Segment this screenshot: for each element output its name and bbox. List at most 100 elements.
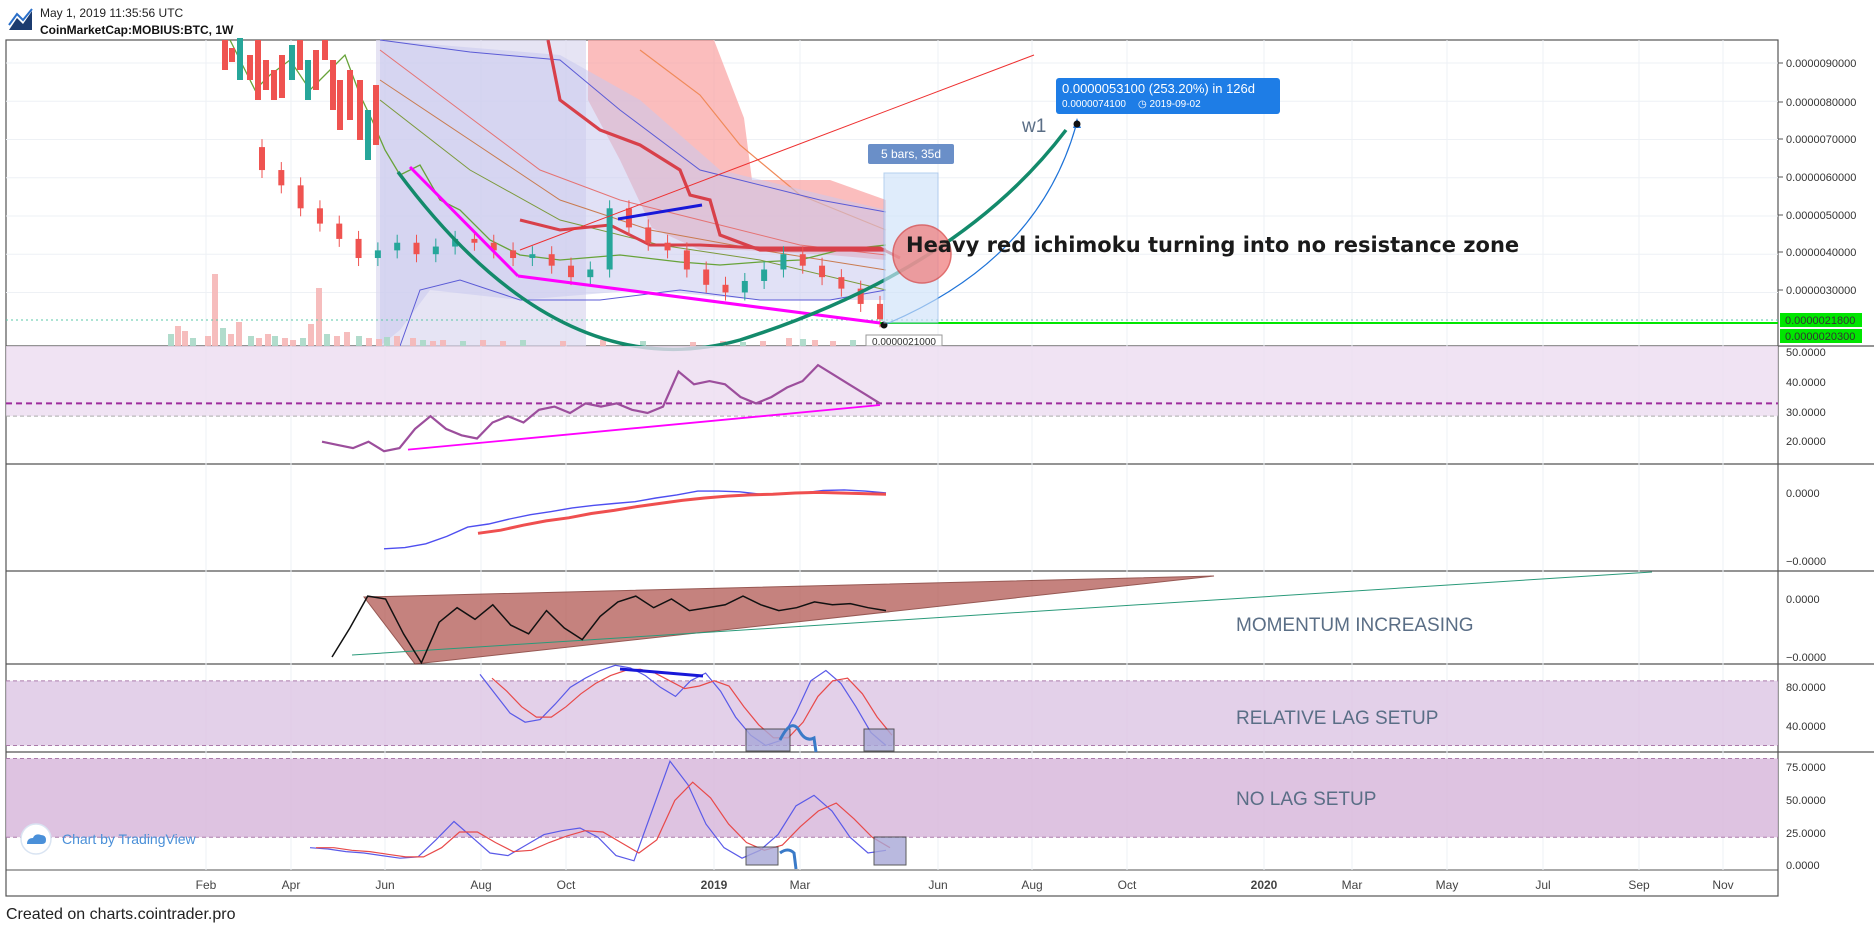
candle-body [819, 265, 826, 278]
relative-lag-panel[interactable]: RELATIVE LAG SETUP [6, 664, 1778, 753]
tradingview-watermark[interactable]: Chart by TradingView [20, 823, 196, 855]
time-tick-label: 2019 [701, 878, 728, 892]
candle-body [838, 277, 845, 289]
pink-trendline-upper [408, 165, 520, 278]
price-label-bg [1780, 313, 1862, 327]
price-tick-label: 0.0000090000 [1786, 58, 1856, 70]
candle-body [722, 284, 729, 293]
candle-body [355, 238, 362, 259]
rsi-band [6, 346, 1778, 417]
candle-body [289, 45, 295, 80]
no-lag-tick-label: 75.0000 [1786, 762, 1826, 774]
low-label: 0.0000021000 [872, 337, 936, 348]
volume-bar [384, 337, 390, 346]
candle-body [877, 303, 883, 320]
stoch-cross-box [863, 728, 895, 752]
candle-body [365, 110, 371, 160]
candle-body [645, 227, 652, 243]
time-tick-label: Feb [196, 878, 217, 892]
volume-bar [316, 288, 322, 346]
no-lag-tick-label: 25.0000 [1786, 828, 1826, 840]
rsi-line [321, 363, 881, 453]
osc-tick-label: −0.0000 [1786, 556, 1826, 568]
oscillator-panel[interactable] [383, 489, 887, 550]
date-range-label-bg [868, 144, 954, 164]
volume-bar [812, 340, 818, 346]
red-diagonal-line [519, 54, 1035, 251]
candle-body [394, 242, 401, 251]
candle-body [664, 242, 671, 251]
candle-body [347, 70, 353, 120]
price-scale[interactable]: 0.0000090000 0.0000080000 0.0000070000 0.00… [1778, 58, 1862, 872]
volume-bar [175, 326, 181, 346]
stoch2-cross-box [873, 836, 907, 866]
volume-bar [356, 336, 362, 346]
blue-divergence-line [617, 203, 703, 221]
volume-bar [182, 331, 188, 346]
no-lag-tick-label: 50.0000 [1786, 795, 1826, 807]
cointrader-logo-icon [8, 8, 34, 32]
volume-bar [282, 338, 288, 346]
momentum-tick-label: 0.0000 [1786, 594, 1820, 606]
candle-body [529, 254, 536, 259]
rsi-tick-label: 40.0000 [1786, 377, 1826, 389]
stoch2-band [6, 758, 1778, 838]
momentum-triangle [363, 575, 1215, 665]
candle-body [263, 60, 269, 90]
candle-body [510, 250, 517, 259]
volume-bar [272, 336, 278, 346]
green-arc [396, 128, 1068, 352]
volume-bar [690, 342, 696, 346]
volume-bar [168, 334, 174, 346]
candle-body [297, 185, 304, 209]
stoch-cross-box [745, 728, 791, 752]
candle-body [741, 280, 748, 293]
volume-bar [344, 332, 350, 346]
ichimoku-annotation: Heavy red ichimoku turning into no resis… [906, 233, 1519, 257]
projection-line1: 0.0000053100 (253.20%) in 126d [1062, 81, 1255, 96]
relative-lag-tick-label: 80.0000 [1786, 682, 1826, 694]
volume-bar [220, 328, 226, 346]
price-panel[interactable]: 5 bars, 35d 0.0000021000 Heavy red ichimok… [6, 38, 1778, 352]
rsi-panel[interactable] [6, 346, 1778, 453]
volume-bar [265, 334, 271, 346]
rsi-tick-label: 30.0000 [1786, 407, 1826, 419]
watermark-text: Chart by TradingView [62, 831, 196, 847]
volume-bar [440, 340, 446, 346]
time-tick-label: May [1436, 878, 1459, 892]
time-tick-label: Apr [282, 878, 301, 892]
projection-callout-bg [1056, 78, 1280, 114]
candle-body [313, 50, 319, 90]
footer-credit: Created on charts.cointrader.pro [6, 906, 236, 923]
ichimoku-base-line [546, 39, 886, 252]
volume-bar [740, 342, 746, 346]
candle-body [413, 242, 420, 255]
time-scale[interactable]: Feb Apr Jun Aug Oct 2019 Mar Jun Aug Oct 2020 Mar Ma… [196, 878, 1734, 892]
no-lag-panel[interactable]: NO LAG SETUP [6, 758, 1778, 870]
volume-bar [394, 336, 400, 346]
candle-body [357, 80, 363, 140]
candle-body [337, 80, 343, 130]
volume-bar [334, 336, 340, 346]
candle-body [373, 85, 379, 145]
candle-body [279, 55, 285, 98]
volume-bar [410, 338, 416, 346]
oscillator-slow-line [477, 490, 887, 535]
candle-body [229, 48, 235, 62]
momentum-panel[interactable]: MOMENTUM INCREASING [331, 571, 1653, 665]
stoch-divergence-line [619, 667, 704, 678]
time-tick-label: Oct [1118, 878, 1137, 892]
volume-bar [190, 338, 196, 346]
candle-body [305, 60, 311, 100]
stoch2-hook-line [779, 848, 798, 870]
volume-bar [640, 341, 646, 346]
volume-bar [236, 322, 242, 346]
time-tick-label: Oct [557, 878, 576, 892]
pink-trendline-lower [517, 274, 881, 325]
candle-body [297, 40, 303, 70]
time-tick-label: 2020 [1251, 878, 1278, 892]
candle-body [432, 246, 439, 255]
price-tick-label: 0.0000040000 [1786, 247, 1856, 259]
rsi-tick-label: 50.0000 [1786, 347, 1826, 359]
